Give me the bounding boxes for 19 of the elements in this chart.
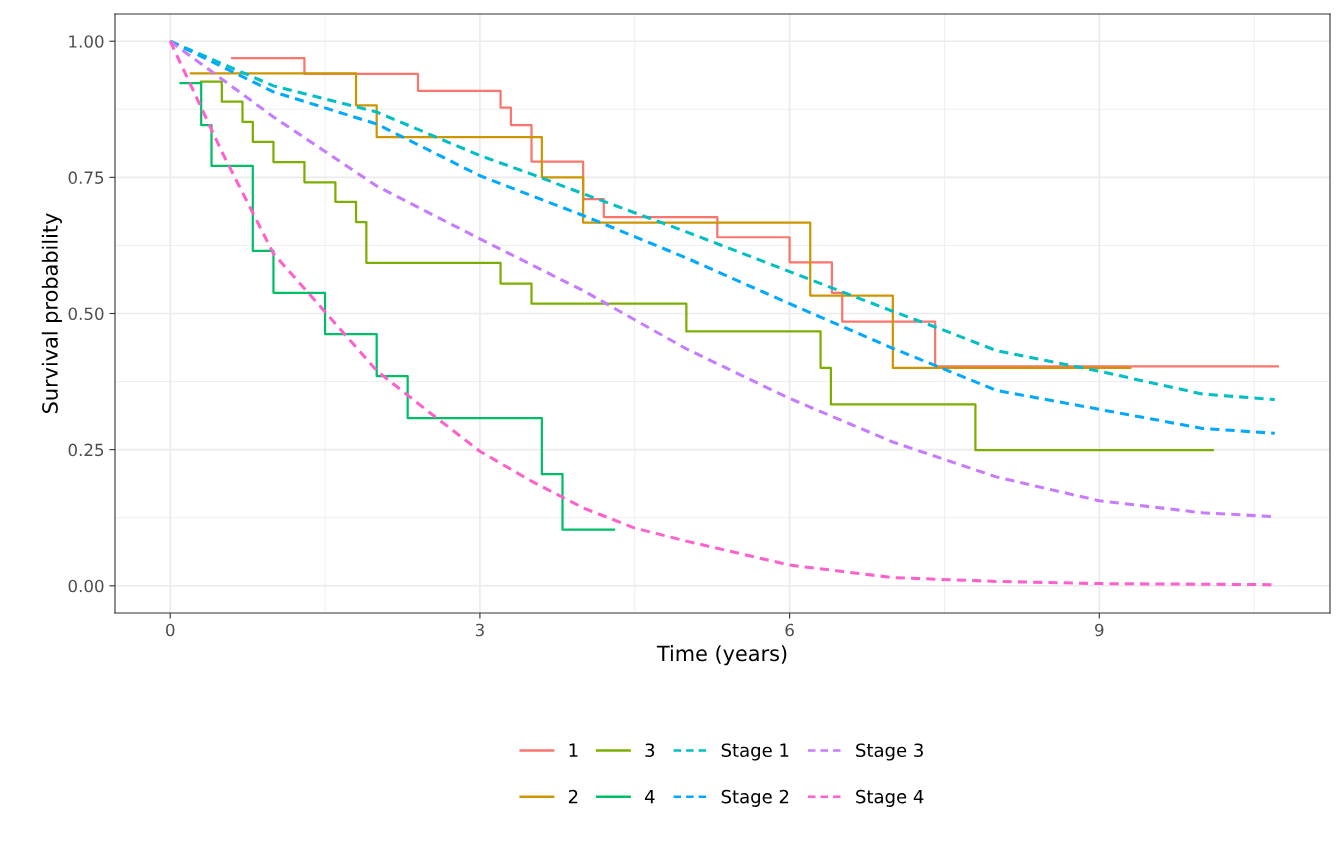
legend-label: Stage 4: [856, 789, 924, 807]
y-tick-label: 0.50: [68, 307, 104, 321]
y-tick-label: 0.25: [68, 443, 104, 457]
x-tick-label: 9: [1095, 623, 1104, 637]
x-tick-label: 6: [785, 623, 794, 637]
legend-label: 1: [569, 743, 578, 757]
legend-label: Stage 2: [721, 789, 789, 807]
y-tick-label: 0.00: [68, 579, 104, 593]
y-tick-label: 1.00: [69, 35, 104, 48]
legend-label: 4: [644, 789, 655, 804]
legend-label: 2: [568, 789, 578, 804]
legend-label: Stage 1: [721, 743, 789, 761]
y-tick-label: 0.75: [68, 171, 104, 184]
x-tick-label: 3: [475, 623, 484, 637]
legend-label: 3: [645, 743, 655, 758]
x-axis-title: Time (years): [656, 645, 787, 666]
legend-label: Stage 3: [856, 743, 923, 761]
y-axis-title: Survival probability: [41, 213, 62, 414]
x-tick-label: 0: [166, 623, 175, 637]
